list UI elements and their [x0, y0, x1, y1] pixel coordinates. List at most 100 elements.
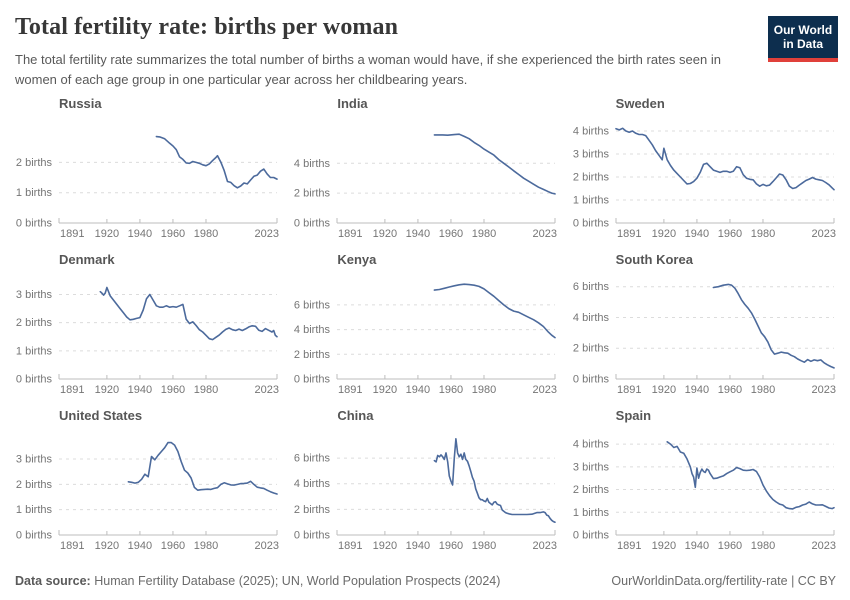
y-tick-label: 0 births — [294, 530, 331, 542]
facet-plot: 0 births 2 births 4 births 1891 1920 1940 1960… — [294, 133, 557, 240]
facet-russia: Russia 0 births 1 births 2 births 1891 1920 19… — [13, 95, 281, 245]
y-tick-label: 2 births — [573, 484, 610, 496]
x-tick-label: 2023 — [255, 540, 279, 552]
x-tick-label: 1980 — [194, 540, 218, 552]
y-tick-label: 4 births — [294, 158, 331, 170]
series-line — [155, 135, 278, 189]
facet-title: Sweden — [615, 96, 665, 111]
x-tick-label: 1960 — [439, 228, 463, 240]
y-tick-label: 2 births — [294, 349, 331, 361]
data-source-label: Data source: — [15, 574, 91, 588]
facet-title: China — [337, 408, 374, 423]
owid-logo-line2: in Data — [782, 37, 823, 52]
facet-title: Russia — [59, 96, 102, 111]
x-tick-label: 1891 — [338, 228, 362, 240]
x-tick-label: 1980 — [750, 228, 774, 240]
x-tick-label: 1891 — [60, 228, 84, 240]
x-tick-label: 1940 — [684, 228, 708, 240]
facet-title: Kenya — [337, 252, 377, 267]
x-tick-label: 1940 — [128, 228, 152, 240]
facet-plot: 0 births 1 births 2 births 3 births 1891 1920… — [16, 441, 279, 552]
y-tick-label: 3 births — [16, 454, 53, 466]
y-tick-label: 3 births — [573, 149, 610, 161]
y-tick-label: 0 births — [573, 374, 610, 386]
credit-link[interactable]: OurWorldinData.org/fertility-rate | CC B… — [611, 574, 836, 588]
x-tick-label: 1940 — [128, 540, 152, 552]
x-tick-label: 1920 — [373, 540, 397, 552]
charts-grid: Russia 0 births 1 births 2 births 1891 1920 19… — [0, 89, 850, 557]
facet-plot: 0 births 1 births 2 births 3 births 1891 1920… — [16, 286, 279, 396]
y-tick-label: 4 births — [294, 478, 331, 490]
series-line — [99, 286, 278, 341]
facet-india: India 0 births 2 births 4 births 1891 1920 194… — [291, 95, 559, 245]
facet-south-korea: South Korea 0 births 2 births 4 births 6 bir… — [570, 251, 838, 401]
facet-title: Spain — [615, 408, 652, 423]
x-tick-label: 2023 — [811, 228, 835, 240]
page-subtitle: The total fertility rate summarizes the … — [15, 52, 721, 87]
x-tick-label: 1980 — [750, 540, 774, 552]
y-tick-label: 1 births — [573, 195, 610, 207]
x-tick-label: 1960 — [717, 384, 741, 396]
facet-title: India — [337, 96, 368, 111]
facet-plot: 0 births 1 births 2 births 3 births 4 births… — [573, 126, 836, 240]
series-line — [433, 283, 557, 339]
x-tick-label: 1940 — [128, 384, 152, 396]
facet-title: United States — [59, 408, 143, 423]
facet-plot: 0 births 1 births 2 births 1891 1920 1940 1960… — [16, 135, 279, 240]
y-tick-label: 6 births — [294, 453, 331, 465]
series-line — [666, 441, 835, 510]
facet-plot: 0 births 2 births 4 births 6 births 1891 1920… — [294, 438, 557, 552]
y-tick-label: 2 births — [294, 504, 331, 516]
facet-title: South Korea — [615, 252, 693, 267]
facet-united-states: United States 0 births 1 births 2 births 3 b… — [13, 407, 281, 557]
y-tick-label: 2 births — [16, 479, 53, 491]
x-tick-label: 1980 — [194, 228, 218, 240]
x-tick-label: 2023 — [255, 228, 279, 240]
x-tick-label: 1920 — [95, 540, 119, 552]
series-line — [712, 283, 835, 369]
footer: Data source: Human Fertility Database (2… — [0, 574, 850, 588]
x-tick-label: 2023 — [811, 540, 835, 552]
y-tick-label: 0 births — [16, 530, 53, 542]
x-tick-label: 1920 — [651, 384, 675, 396]
facet-title: Denmark — [59, 252, 115, 267]
data-source: Data source: Human Fertility Database (2… — [15, 574, 500, 588]
x-tick-label: 1891 — [60, 540, 84, 552]
x-tick-label: 2023 — [255, 384, 279, 396]
y-tick-label: 6 births — [294, 299, 331, 311]
facet-plot: 0 births 2 births 4 births 6 births 1891 1920… — [573, 281, 836, 396]
y-tick-label: 4 births — [573, 312, 610, 324]
x-tick-label: 2023 — [811, 384, 835, 396]
x-tick-label: 1960 — [717, 540, 741, 552]
y-tick-label: 2 births — [294, 188, 331, 200]
x-tick-label: 1940 — [684, 540, 708, 552]
header: Total fertility rate: births per woman T… — [0, 0, 850, 89]
x-tick-label: 2023 — [533, 228, 557, 240]
x-tick-label: 1980 — [472, 384, 496, 396]
y-tick-label: 1 births — [573, 507, 610, 519]
y-tick-label: 2 births — [573, 343, 610, 355]
y-tick-label: 0 births — [294, 374, 331, 386]
y-tick-label: 6 births — [573, 281, 610, 293]
y-tick-label: 1 births — [16, 187, 53, 199]
x-tick-label: 1891 — [617, 384, 641, 396]
x-tick-label: 1920 — [95, 228, 119, 240]
x-tick-label: 1940 — [406, 384, 430, 396]
y-tick-label: 4 births — [573, 439, 610, 451]
y-tick-label: 3 births — [16, 289, 53, 301]
x-tick-label: 1891 — [617, 540, 641, 552]
data-source-text: Human Fertility Database (2025); UN, Wor… — [94, 574, 501, 588]
y-tick-label: 0 births — [573, 530, 610, 542]
x-tick-label: 1920 — [373, 384, 397, 396]
y-tick-label: 4 births — [294, 324, 331, 336]
x-tick-label: 1980 — [750, 384, 774, 396]
x-tick-label: 1891 — [338, 384, 362, 396]
x-tick-label: 1891 — [338, 540, 362, 552]
x-tick-label: 2023 — [533, 384, 557, 396]
page-title: Total fertility rate: births per woman — [15, 14, 399, 40]
facet-kenya: Kenya 0 births 2 births 4 births 6 births 189… — [291, 251, 559, 401]
x-tick-label: 1980 — [472, 228, 496, 240]
x-tick-label: 2023 — [533, 540, 557, 552]
y-tick-label: 3 births — [573, 461, 610, 473]
